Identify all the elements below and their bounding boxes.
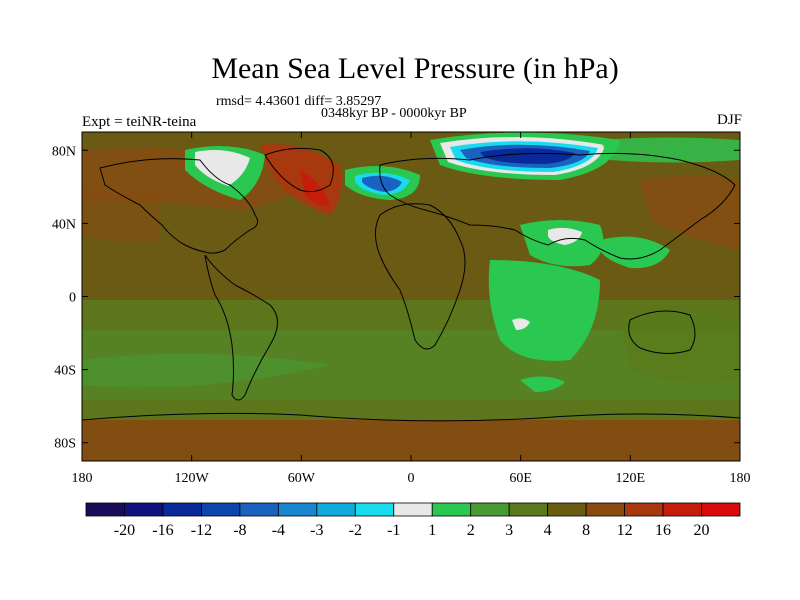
colorbar-label: 12 bbox=[617, 522, 633, 539]
y-tick-label: 40S bbox=[54, 364, 76, 379]
south-pacific-low bbox=[82, 353, 330, 388]
colorbar-swatch bbox=[316, 502, 356, 517]
map-field bbox=[82, 132, 740, 461]
colorbar-swatch bbox=[354, 502, 395, 517]
colorbar-label: -20 bbox=[114, 522, 135, 539]
colorbar-label: -12 bbox=[191, 522, 212, 539]
colorbar-label: -2 bbox=[349, 522, 362, 539]
colorbar-swatch bbox=[662, 502, 702, 517]
colorbar-swatch bbox=[624, 502, 664, 517]
pacific-high-west bbox=[82, 190, 160, 242]
colorbar-label: -3 bbox=[310, 522, 323, 539]
antarctica-outline bbox=[82, 412, 740, 422]
greenland-outline bbox=[264, 147, 334, 193]
colorbar-swatch bbox=[124, 502, 164, 517]
colorbar-swatch bbox=[277, 502, 318, 517]
x-tick-label: 180 bbox=[730, 471, 751, 486]
arctic-canada-core bbox=[195, 150, 250, 186]
colorbar-label: 20 bbox=[694, 522, 710, 539]
x-tick-label: 60E bbox=[509, 471, 532, 486]
colorbar-swatch bbox=[470, 502, 510, 517]
south-china-low bbox=[600, 236, 670, 269]
indian-ocean-low bbox=[488, 260, 600, 361]
colorbar-label: 4 bbox=[544, 522, 552, 539]
season-label: DJF bbox=[716, 112, 742, 128]
y-axis: 80N 40N 0 40S 80S bbox=[52, 144, 740, 452]
south-indian-low bbox=[520, 376, 565, 392]
x-tick-label: 60W bbox=[288, 471, 316, 486]
stats-text: rmsd= 4.43601 diff= 3.85297 bbox=[216, 94, 382, 109]
y-tick-label: 80N bbox=[52, 144, 76, 159]
x-tick-label: 120W bbox=[175, 471, 210, 486]
y-tick-label: 40N bbox=[52, 217, 76, 232]
colorbar-swatch bbox=[701, 502, 741, 517]
africa-outline bbox=[374, 203, 466, 350]
indian-ocean-core bbox=[512, 318, 530, 330]
colorbar-label: 3 bbox=[505, 522, 513, 539]
colorbar-label: 16 bbox=[655, 522, 671, 539]
colorbar-label: -16 bbox=[152, 522, 173, 539]
arctic-east-low bbox=[600, 137, 740, 163]
colorbar: -20 -16 -12 -8 -4 -3 -2 -1 1 2 3 4 8 12 16 20 bbox=[85, 502, 741, 539]
period-text: 0348kyr BP - 0000kyr BP bbox=[321, 106, 467, 121]
coastlines bbox=[82, 147, 740, 422]
colorbar-swatch bbox=[85, 502, 125, 517]
colorbar-label: -1 bbox=[387, 522, 400, 539]
antarctic-band bbox=[82, 420, 740, 461]
x-tick-label: 180 bbox=[72, 471, 93, 486]
y-tick-label: 80S bbox=[54, 437, 76, 452]
y-tick-label: 0 bbox=[69, 291, 76, 306]
colorbar-swatch bbox=[508, 502, 549, 517]
australia-outline bbox=[628, 310, 696, 354]
north-atlantic-peak bbox=[300, 170, 330, 206]
x-tick-label: 120E bbox=[616, 471, 646, 486]
colorbar-label: 8 bbox=[582, 522, 590, 539]
colorbar-label: -8 bbox=[233, 522, 246, 539]
south-america-outline bbox=[204, 254, 278, 401]
siberia-low-core bbox=[480, 148, 575, 164]
colorbar-swatch bbox=[162, 502, 202, 517]
colorbar-swatch bbox=[201, 502, 241, 517]
colorbar-swatch bbox=[239, 502, 279, 517]
experiment-label: Expt = teiNR-teina bbox=[82, 114, 197, 130]
colorbar-swatch bbox=[393, 502, 433, 517]
colorbar-label: 1 bbox=[428, 522, 436, 539]
colorbar-swatch bbox=[585, 502, 625, 517]
x-tick-label: 0 bbox=[408, 471, 415, 486]
x-axis: 180 120W 60W 0 60E 120E 180 bbox=[72, 132, 751, 486]
colorbar-swatch bbox=[547, 502, 587, 517]
colorbar-label: 2 bbox=[467, 522, 475, 539]
colorbar-label: -4 bbox=[272, 522, 285, 539]
east-asia-high bbox=[640, 175, 740, 250]
north-america-outline bbox=[99, 158, 259, 254]
south-pacific-band bbox=[620, 310, 740, 384]
map-title: Mean Sea Level Pressure (in hPa) bbox=[211, 52, 619, 85]
colorbar-swatch bbox=[431, 502, 472, 517]
eurasia-outline bbox=[379, 152, 736, 260]
